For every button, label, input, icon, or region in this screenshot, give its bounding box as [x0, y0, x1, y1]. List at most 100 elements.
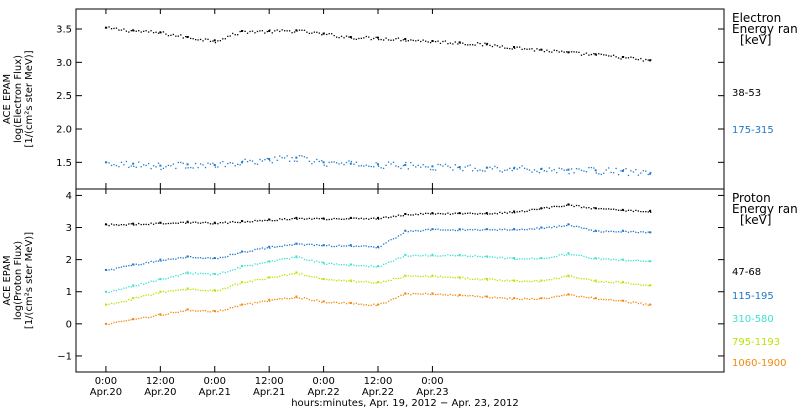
data-dot	[234, 221, 236, 224]
data-dot	[256, 30, 259, 33]
data-dot	[605, 280, 607, 283]
data-dot	[301, 298, 303, 300]
data-dot	[170, 276, 172, 278]
data-dot	[135, 284, 137, 287]
data-dot	[499, 228, 501, 230]
data-dot	[190, 310, 192, 312]
data-dot	[306, 259, 308, 261]
data-dot	[192, 309, 194, 312]
data-dot	[110, 290, 113, 293]
data-dot	[578, 277, 580, 279]
data-dot	[603, 54, 605, 56]
data-dot	[548, 226, 550, 228]
data-dot	[113, 303, 115, 305]
data-dot	[528, 258, 531, 260]
data-dot	[575, 168, 578, 170]
data-dot	[561, 50, 563, 52]
data-dot	[308, 275, 311, 278]
data-dot	[202, 40, 204, 42]
data-dot	[175, 167, 177, 170]
data-dot	[570, 275, 573, 277]
data-dot	[368, 266, 370, 268]
data-dot	[481, 45, 484, 47]
data-dot	[296, 218, 298, 220]
data-dot	[402, 294, 405, 296]
data-dot	[536, 208, 538, 211]
data-dot	[276, 246, 278, 248]
data-point	[213, 310, 216, 312]
data-point	[132, 162, 135, 165]
data-dot	[246, 281, 249, 283]
data-point	[159, 31, 162, 34]
data-dot	[454, 41, 456, 43]
data-dot	[298, 297, 301, 299]
legend-title-proton: Energy ran	[732, 202, 798, 216]
data-point	[513, 257, 516, 260]
data-dot	[353, 217, 355, 219]
data-dot	[194, 38, 197, 41]
data-dot	[496, 229, 499, 231]
data-dot	[318, 300, 320, 302]
data-dot	[422, 229, 424, 232]
data-dot	[608, 55, 610, 57]
data-dot	[261, 300, 264, 302]
data-dot	[392, 215, 395, 217]
data-dot	[217, 311, 219, 313]
data-point	[567, 203, 570, 206]
data-dot	[598, 173, 600, 175]
data-dot	[259, 278, 261, 281]
data-point	[213, 289, 216, 292]
data-dot	[457, 276, 459, 279]
data-dot	[565, 275, 568, 277]
data-dot	[627, 259, 630, 262]
data-dot	[489, 213, 491, 215]
data-dot	[175, 289, 177, 292]
data-dot	[407, 214, 409, 216]
data-dot	[271, 260, 273, 262]
data-dot	[224, 165, 226, 168]
data-dot	[407, 293, 409, 295]
data-dot	[645, 210, 647, 213]
data-dot	[227, 308, 229, 311]
data-dot	[395, 277, 397, 280]
data-dot	[452, 254, 454, 257]
data-points	[104, 26, 652, 326]
data-dot	[543, 227, 546, 230]
data-dot	[237, 34, 239, 36]
data-dot	[353, 38, 355, 40]
data-point	[404, 292, 407, 295]
data-point	[621, 229, 624, 232]
data-dot	[392, 161, 395, 163]
data-dot	[575, 295, 578, 298]
data-dot	[237, 163, 239, 165]
data-dot	[642, 211, 644, 213]
data-dot	[175, 274, 177, 277]
data-dot	[501, 297, 503, 299]
data-dot	[476, 213, 479, 215]
data-dot	[130, 299, 132, 301]
data-dot	[429, 293, 432, 296]
data-point	[132, 222, 135, 225]
data-dot	[271, 299, 273, 301]
data-point	[594, 229, 597, 232]
data-dot	[249, 302, 251, 304]
data-dot	[395, 297, 397, 299]
data-point	[458, 253, 461, 256]
data-dot	[194, 221, 197, 223]
data-dot	[382, 302, 385, 304]
data-dot	[650, 171, 652, 174]
data-dot	[444, 276, 447, 278]
data-dot	[617, 57, 620, 59]
data-point	[567, 168, 570, 171]
data-dot	[511, 229, 513, 231]
data-point	[431, 212, 434, 215]
xtick-time-label: 12:00	[146, 376, 175, 387]
data-dot	[464, 254, 466, 257]
data-dot	[251, 250, 254, 252]
data-dot	[543, 170, 546, 172]
data-dot	[504, 169, 506, 172]
data-dot	[422, 164, 424, 166]
data-dot	[585, 278, 588, 280]
data-dot	[469, 44, 471, 46]
data-dot	[321, 159, 323, 162]
